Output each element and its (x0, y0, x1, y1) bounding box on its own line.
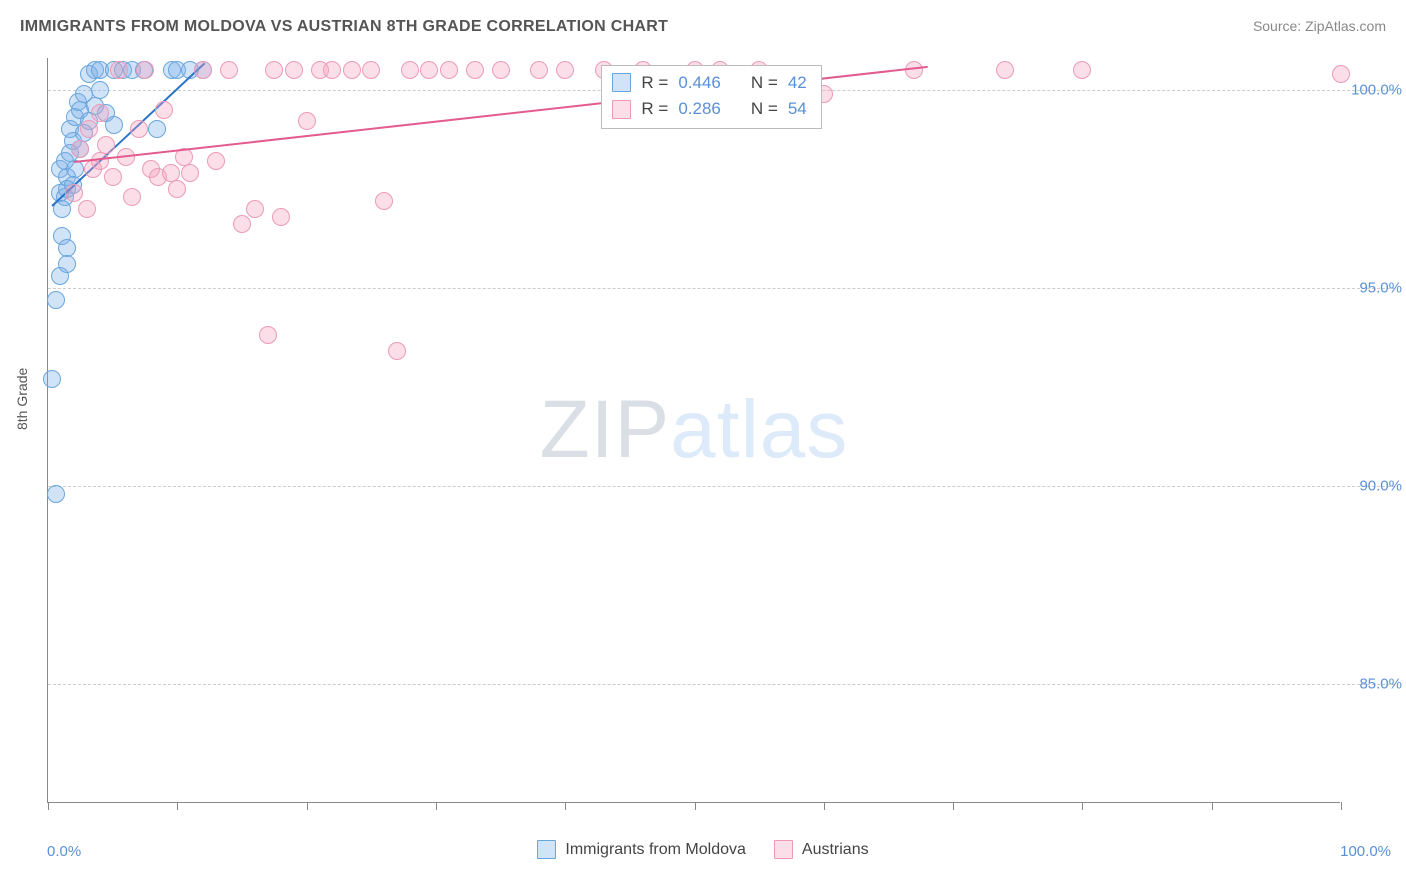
data-point (181, 164, 199, 182)
chart-header: IMMIGRANTS FROM MOLDOVA VS AUSTRIAN 8TH … (20, 18, 1386, 36)
data-point (298, 112, 316, 130)
x-tick (695, 802, 696, 810)
data-point (492, 61, 510, 79)
gridline (48, 684, 1395, 685)
legend-item: Austrians (774, 840, 869, 859)
data-point (47, 291, 65, 309)
data-point (43, 370, 61, 388)
source-prefix: Source: (1253, 18, 1305, 34)
data-point (78, 200, 96, 218)
data-point (233, 215, 251, 233)
r-value: 0.446 (678, 70, 721, 96)
chart-title: IMMIGRANTS FROM MOLDOVA VS AUSTRIAN 8TH … (20, 18, 668, 36)
data-point (47, 485, 65, 503)
data-point (207, 152, 225, 170)
data-point (996, 61, 1014, 79)
legend-swatch (537, 840, 556, 859)
data-point (58, 255, 76, 273)
data-point (1073, 61, 1091, 79)
x-tick (307, 802, 308, 810)
data-point (265, 61, 283, 79)
data-point (148, 120, 166, 138)
data-point (194, 61, 212, 79)
data-point (466, 61, 484, 79)
n-value: 42 (788, 70, 807, 96)
x-tick (824, 802, 825, 810)
y-tick-label: 95.0% (1359, 279, 1402, 296)
gridline (48, 486, 1395, 487)
x-tick (565, 802, 566, 810)
r-value: 0.286 (678, 96, 721, 122)
data-point (136, 61, 154, 79)
y-tick-label: 90.0% (1359, 477, 1402, 494)
data-point (246, 200, 264, 218)
watermark: ZIPatlas (540, 383, 849, 477)
data-point (65, 184, 83, 202)
x-tick (953, 802, 954, 810)
data-point (168, 180, 186, 198)
plot-container: ZIPatlas 85.0%90.0%95.0%100.0%R =0.446N … (47, 58, 1340, 803)
y-axis-label: 8th Grade (14, 368, 30, 430)
data-point (440, 61, 458, 79)
data-point (97, 136, 115, 154)
legend-stats-row: R = 0.286 N = 54 (612, 96, 806, 122)
y-tick-label: 85.0% (1359, 676, 1402, 693)
legend-item: Immigrants from Moldova (537, 840, 746, 859)
data-point (155, 101, 173, 119)
data-point (259, 326, 277, 344)
r-label: R = (641, 96, 668, 122)
data-point (362, 61, 380, 79)
x-tick (1212, 802, 1213, 810)
x-tick (48, 802, 49, 810)
data-point (401, 61, 419, 79)
legend-bottom: Immigrants from Moldova Austrians (0, 840, 1406, 864)
data-point (272, 208, 290, 226)
n-label: N = (751, 96, 778, 122)
data-point (375, 192, 393, 210)
r-label: R = (641, 70, 668, 96)
legend-label: Austrians (802, 841, 869, 859)
legend-label: Immigrants from Moldova (565, 841, 746, 859)
y-tick-label: 100.0% (1351, 81, 1402, 98)
data-point (80, 120, 98, 138)
n-label: N = (751, 70, 778, 96)
data-point (91, 152, 109, 170)
data-point (91, 81, 109, 99)
data-point (110, 61, 128, 79)
n-value: 54 (788, 96, 807, 122)
x-tick (1341, 802, 1342, 810)
data-point (220, 61, 238, 79)
watermark-atlas: atlas (670, 384, 848, 475)
x-tick (1082, 802, 1083, 810)
data-point (420, 61, 438, 79)
data-point (71, 140, 89, 158)
legend-swatch (612, 100, 631, 119)
source-name: ZipAtlas.com (1305, 18, 1386, 34)
data-point (285, 61, 303, 79)
data-point (105, 116, 123, 134)
data-point (323, 61, 341, 79)
data-point (1332, 65, 1350, 83)
data-point (556, 61, 574, 79)
gridline (48, 288, 1395, 289)
data-point (343, 61, 361, 79)
x-tick (177, 802, 178, 810)
data-point (104, 168, 122, 186)
plot-area: ZIPatlas 85.0%90.0%95.0%100.0%R =0.446N … (47, 58, 1340, 803)
data-point (388, 342, 406, 360)
watermark-zip: ZIP (540, 384, 671, 475)
data-point (130, 120, 148, 138)
data-point (530, 61, 548, 79)
x-tick (436, 802, 437, 810)
legend-stats-row: R = 0.446 N = 42 (612, 70, 806, 96)
legend-swatch (774, 840, 793, 859)
legend-stats: R = 0.446 N = 42 R = 0.286 N = 54 (601, 65, 821, 130)
source-attribution: Source: ZipAtlas.com (1253, 18, 1386, 34)
data-point (123, 188, 141, 206)
legend-swatch (612, 73, 631, 92)
